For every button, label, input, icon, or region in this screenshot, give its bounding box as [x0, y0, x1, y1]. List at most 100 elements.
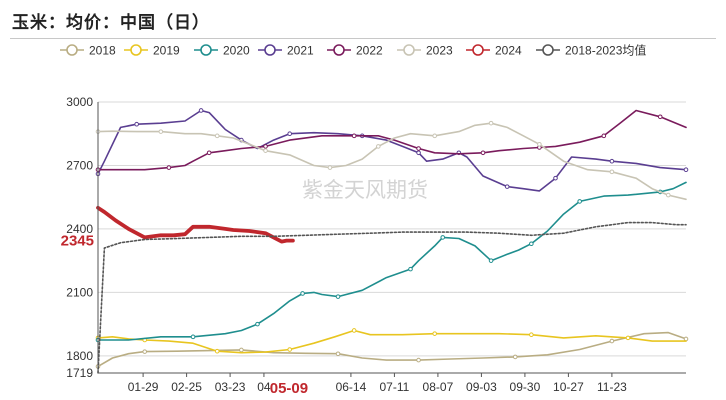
series-layer — [95, 108, 689, 374]
series-line-2021 — [97, 109, 687, 192]
series-2018-2023均值 — [97, 221, 687, 374]
data-point — [142, 349, 148, 354]
legend-item-2019[interactable]: 2019 — [124, 44, 180, 58]
data-point — [609, 158, 615, 164]
data-point — [335, 351, 341, 357]
axes: 3000 2700 2400 2100 1800 1719 01-29 02-25 03-23 0… — [61, 95, 686, 397]
legend-marker — [200, 44, 212, 56]
data-point — [432, 331, 437, 336]
data-point — [529, 241, 534, 247]
watermark: 紫金天风期货 — [302, 178, 428, 202]
data-point — [351, 133, 357, 139]
data-point — [214, 348, 220, 354]
data-point — [327, 165, 333, 170]
data-point — [529, 332, 534, 338]
legend-label: 2020 — [223, 44, 250, 58]
data-point — [577, 199, 582, 204]
y-tick-label: 2400 — [66, 222, 93, 236]
y-tick-label: 2700 — [66, 158, 93, 172]
x-tick-label: 01-29 — [128, 380, 159, 394]
legend-label: 2024 — [495, 44, 522, 58]
series-line-2019 — [97, 329, 687, 354]
series-2023 — [95, 120, 687, 201]
legend-label: 2018-2023均值 — [565, 43, 646, 58]
data-point — [376, 144, 381, 149]
data-point — [198, 108, 204, 113]
watermark-layer: 紫金天风期货 — [302, 178, 428, 202]
data-point — [665, 192, 671, 198]
legend-marker — [472, 44, 484, 56]
series-2020 — [95, 181, 687, 343]
series-2018 — [95, 331, 689, 369]
data-point — [601, 133, 607, 139]
data-point — [300, 291, 305, 296]
data-point — [488, 258, 494, 263]
y-tick-label: 1800 — [66, 349, 93, 363]
data-point — [263, 144, 268, 149]
y-tick-label: 1719 — [66, 366, 93, 380]
data-point — [683, 336, 689, 342]
x-tick-label: 07-11 — [380, 380, 410, 394]
data-point — [480, 150, 486, 156]
legend-item-2023[interactable]: 2023 — [397, 44, 453, 58]
data-point — [190, 334, 196, 340]
data-point — [134, 121, 139, 127]
legend-item-2022[interactable]: 2022 — [327, 44, 383, 58]
series-line-2018 — [97, 331, 687, 368]
legend-item-2024[interactable]: 2024 — [466, 44, 522, 58]
x-tick-label: 09-30 — [510, 380, 541, 394]
series-2024 — [96, 205, 295, 244]
legend-marker — [66, 44, 78, 56]
legend-label: 2018 — [89, 44, 116, 58]
data-point — [440, 235, 446, 240]
series-line-2018-2023均值 — [97, 221, 687, 374]
legend-marker — [542, 44, 554, 56]
data-point — [504, 184, 510, 189]
legend-item-2020[interactable]: 2020 — [194, 44, 250, 58]
data-point — [335, 294, 341, 299]
data-point — [416, 150, 421, 156]
x-tick-label: 09-03 — [466, 380, 497, 394]
data-point — [683, 167, 689, 172]
highlight-x-label: 05-09 — [270, 380, 308, 397]
series-2019 — [95, 328, 687, 354]
legend-label: 2022 — [356, 44, 383, 58]
x-tick-label: 03-23 — [215, 380, 246, 394]
data-point — [214, 133, 220, 139]
data-point — [166, 165, 172, 170]
data-point — [609, 338, 615, 344]
data-point — [625, 335, 631, 341]
y-tick-label: 3000 — [66, 95, 93, 109]
data-point — [609, 169, 615, 175]
series-line-2022 — [97, 109, 687, 171]
series-2021 — [95, 108, 689, 192]
x-tick-label: 06-14 — [336, 380, 367, 394]
legend-marker — [333, 44, 345, 56]
data-point — [488, 120, 494, 126]
data-point — [206, 150, 212, 156]
legend-marker — [264, 44, 276, 56]
data-point — [287, 131, 293, 137]
highlight-y-label: 2345 — [61, 233, 94, 250]
data-point — [416, 357, 421, 363]
legend-item-2021[interactable]: 2021 — [258, 44, 314, 58]
legend-label: 2021 — [287, 44, 314, 58]
legend-item-2018-2023均值[interactable]: 2018-2023均值 — [536, 43, 646, 58]
legend-item-2018[interactable]: 2018 — [60, 44, 116, 58]
legend-label: 2019 — [153, 44, 180, 58]
data-point — [158, 129, 164, 134]
legend-label: 2023 — [426, 44, 453, 58]
x-tick-label: 11-23 — [597, 380, 627, 394]
x-tick-label: 08-07 — [423, 380, 454, 394]
data-point — [657, 114, 663, 120]
y-tick-label: 2100 — [66, 285, 93, 299]
x-tick-label: 04 — [257, 380, 271, 394]
legend-marker — [403, 44, 415, 56]
data-point — [537, 142, 542, 147]
data-point — [351, 328, 357, 333]
data-point — [432, 133, 437, 139]
series-line-2023 — [97, 122, 687, 201]
data-point — [287, 347, 293, 352]
legend: 2018 2019 2020 2021 2022 2023 2024 2018-2023均值 — [60, 43, 646, 58]
